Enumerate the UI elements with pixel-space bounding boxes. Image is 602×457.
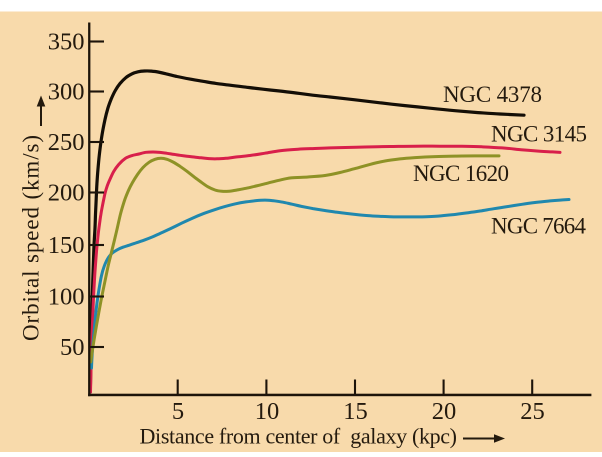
svg-text:25: 25 (520, 398, 545, 425)
svg-text:150: 150 (48, 232, 85, 259)
svg-text:50: 50 (60, 334, 85, 361)
svg-text:200: 200 (48, 180, 85, 207)
svg-text:Orbital speed (km/s): Orbital speed (km/s) (19, 135, 44, 341)
svg-text:250: 250 (48, 129, 85, 156)
svg-text:15: 15 (343, 398, 368, 425)
svg-text:5: 5 (172, 398, 184, 425)
svg-text:100: 100 (48, 284, 85, 311)
svg-text:300: 300 (48, 79, 85, 106)
svg-text:NGC 4378: NGC 4378 (443, 82, 542, 107)
svg-text:350: 350 (48, 29, 85, 56)
svg-text:20: 20 (432, 398, 457, 425)
svg-text:Distance from center of galax: Distance from center of galaxy (kpc) (140, 424, 458, 449)
svg-text:10: 10 (255, 398, 280, 425)
svg-text:NGC 3145: NGC 3145 (491, 122, 587, 147)
svg-text:NGC 7664: NGC 7664 (491, 214, 587, 239)
svg-text:NGC 1620: NGC 1620 (413, 161, 509, 186)
